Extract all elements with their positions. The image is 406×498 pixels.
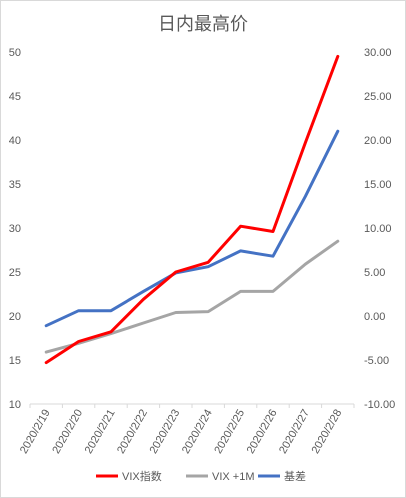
right-tick-label: -5.00 — [364, 355, 389, 367]
left-tick-label: 40 — [9, 135, 21, 147]
legend-label: 基差 — [284, 469, 306, 483]
legend-label: VIX +1M — [212, 471, 255, 483]
right-tick-label: 20.00 — [364, 135, 392, 147]
left-tick-label: 10 — [9, 399, 21, 411]
left-tick-label: 20 — [9, 311, 21, 323]
right-axis: -10.00 -5.00 0.00 5.00 10.00 15.00 20.00 25.00 3… — [364, 47, 395, 411]
series-lines — [44, 54, 340, 365]
x-tick-label: 2020/2/23 — [148, 408, 183, 456]
x-tick-label: 2020/2/24 — [180, 408, 215, 456]
chart-title: 日内最高价 — [158, 14, 248, 34]
x-tick-label: 2020/2/20 — [50, 408, 85, 456]
right-tick-label: 0.00 — [364, 311, 385, 323]
legend-label: VIX指数 — [122, 469, 162, 483]
left-tick-label: 15 — [9, 355, 21, 367]
x-tick-label: 2020/2/21 — [83, 408, 118, 456]
left-tick-label: 30 — [9, 223, 21, 235]
right-tick-label: 15.00 — [364, 179, 392, 191]
right-tick-label: 25.00 — [364, 91, 392, 103]
right-tick-label: -10.00 — [364, 399, 395, 411]
left-tick-label: 45 — [9, 91, 21, 103]
x-tick-label: 2020/2/22 — [115, 408, 150, 456]
left-tick-label: 25 — [9, 267, 21, 279]
x-tick-label: 2020/2/25 — [212, 408, 247, 456]
x-tick-label: 2020/2/27 — [277, 408, 312, 456]
right-tick-label: 10.00 — [364, 223, 392, 235]
x-tick-label: 2020/2/28 — [310, 408, 345, 456]
left-axis: 10 15 20 25 30 35 40 45 50 — [9, 47, 21, 411]
series-line-1 — [44, 239, 340, 354]
series-line-2 — [44, 129, 340, 328]
right-tick-label: 5.00 — [364, 267, 385, 279]
series-line-0 — [44, 54, 340, 365]
x-tick-label: 2020/2/26 — [245, 408, 280, 456]
right-tick-label: 30.00 — [364, 47, 392, 59]
left-tick-label: 50 — [9, 47, 21, 59]
x-tick-label: 2020/2/19 — [18, 408, 53, 456]
x-axis: 2020/2/192020/2/202020/2/212020/2/222020… — [18, 404, 355, 456]
legend: VIX指数 VIX +1M 基差 — [96, 469, 306, 483]
left-tick-label: 35 — [9, 179, 21, 191]
